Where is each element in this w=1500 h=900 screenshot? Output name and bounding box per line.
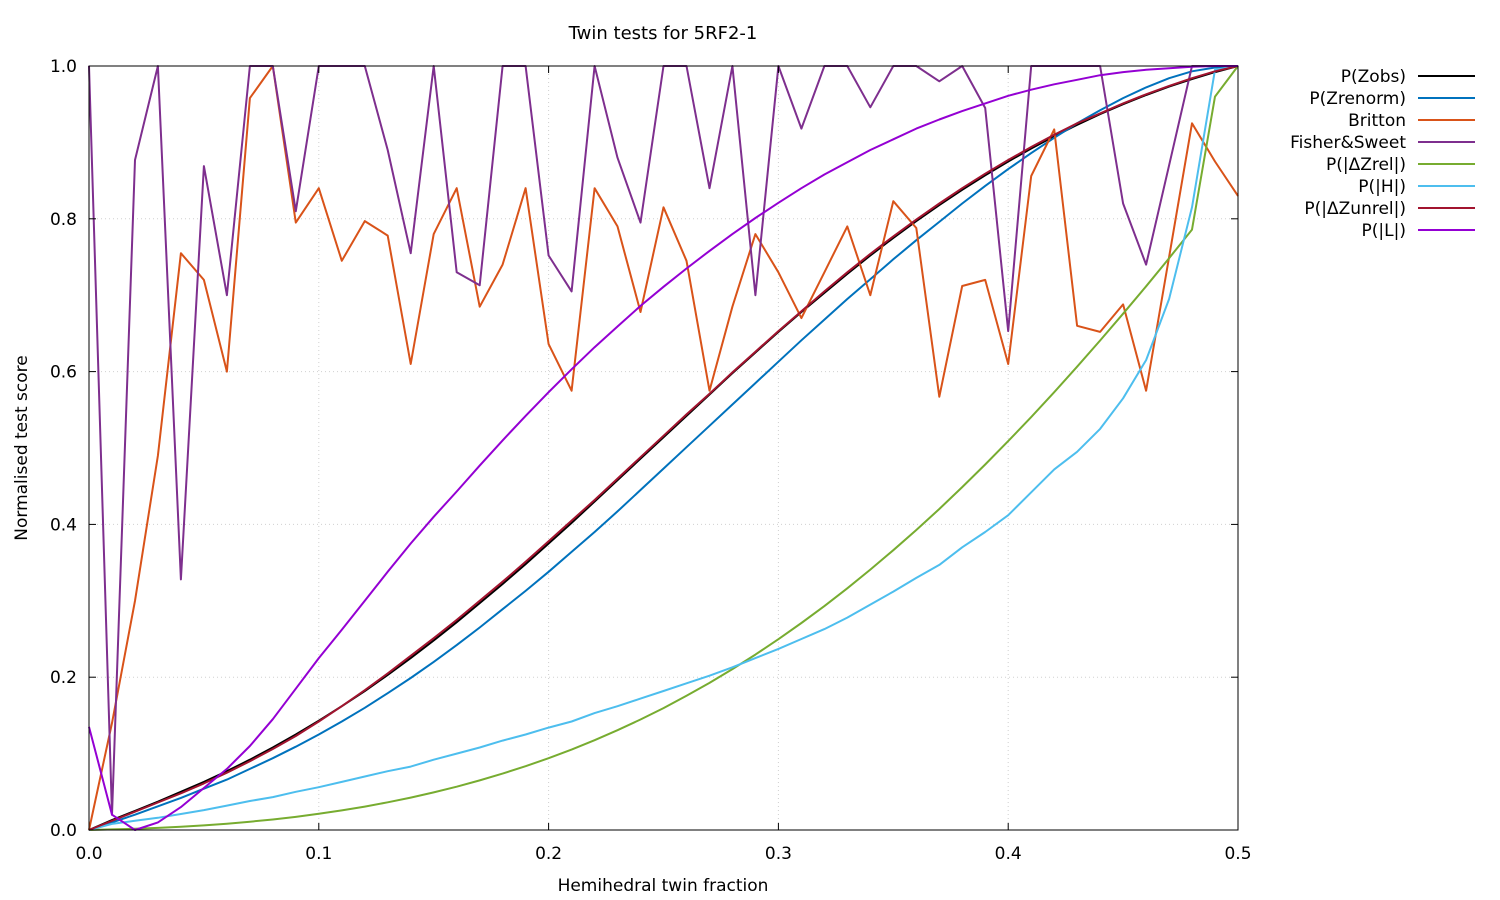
series-line-2: [88, 65, 1239, 831]
y-tick-label: 0.4: [50, 515, 77, 535]
series-line-3: [88, 65, 1238, 816]
y-tick-label: 0.0: [50, 821, 77, 841]
series-line-7: [88, 65, 1238, 831]
series-line-0: [88, 65, 1239, 831]
y-axis-label: Normalised test score: [12, 355, 32, 540]
legend-label: Britton: [1348, 111, 1406, 131]
chart-title: Twin tests for 5RF2-1: [568, 23, 758, 44]
legend-label: Fisher&Sweet: [1290, 133, 1406, 153]
grid: [89, 66, 1238, 830]
legend-label: P(|ΔZrel|): [1326, 155, 1406, 175]
ticks: 0.0 0.1 0.2 0.3 0.4 0.5 0.0 0.2 0.4 0.6 0.8 1.0: [50, 57, 1252, 864]
series-line-5: [88, 65, 1239, 831]
x-tick-label: 0.4: [995, 844, 1022, 864]
x-tick-label: 0.1: [305, 844, 332, 864]
y-tick-label: 0.8: [50, 210, 77, 230]
series-lines: [88, 65, 1239, 831]
series-line-6: [88, 65, 1239, 831]
series-line-4: [88, 65, 1239, 831]
x-tick-label: 0.5: [1224, 844, 1251, 864]
y-tick-label: 0.2: [50, 668, 77, 688]
x-tick-label: 0.2: [535, 844, 562, 864]
plot-border: [88, 65, 1239, 831]
x-axis-label: Hemihedral twin fraction: [558, 876, 769, 896]
legend-label: P(Zobs): [1341, 67, 1406, 87]
x-tick-label: 0.3: [765, 844, 792, 864]
series-line-1: [88, 65, 1239, 831]
legend-label: P(|ΔZunrel|): [1304, 199, 1406, 219]
y-tick-label: 0.6: [50, 363, 77, 383]
legend-label: P(|L|): [1362, 221, 1406, 241]
legend-label: P(Zrenorm): [1309, 89, 1406, 109]
legend: P(Zobs)P(Zrenorm)BrittonFisher&SweetP(|Δ…: [1290, 67, 1475, 241]
x-tick-label: 0.0: [75, 844, 102, 864]
y-tick-label: 1.0: [50, 57, 77, 77]
legend-label: P(|H|): [1358, 177, 1406, 197]
